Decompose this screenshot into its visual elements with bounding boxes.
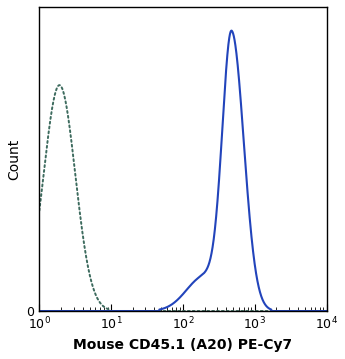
X-axis label: Mouse CD45.1 (A20) PE-Cy7: Mouse CD45.1 (A20) PE-Cy7 [73, 338, 293, 352]
Y-axis label: Count: Count [7, 138, 21, 180]
